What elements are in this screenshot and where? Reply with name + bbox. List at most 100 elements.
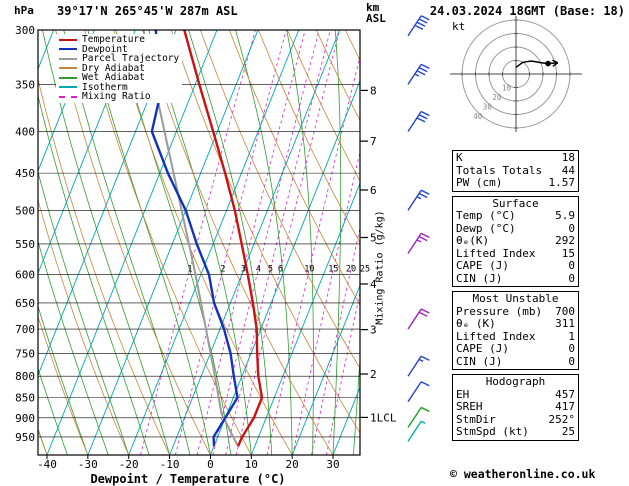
svg-text:8: 8	[370, 84, 377, 97]
legend-swatch	[59, 57, 77, 60]
stat-label: Totals Totals	[456, 163, 543, 177]
stat-row: θₑ(K) 292	[456, 234, 575, 248]
legend-item: Wet Adiabat	[59, 73, 179, 83]
stat-value: 1.57	[548, 176, 576, 189]
legend-label: Parcel Trajectory	[82, 53, 180, 64]
svg-text:2: 2	[220, 265, 225, 275]
stat-label: K	[456, 151, 463, 164]
legend-item: Parcel Trajectory	[59, 54, 179, 64]
svg-text:0: 0	[207, 458, 214, 471]
wind-barb	[407, 15, 430, 37]
pressure-axis-unit: hPa	[14, 4, 34, 17]
stat-label: Lifted Index	[456, 246, 536, 260]
stat-label: CIN (J)	[456, 271, 503, 285]
wind-barb	[407, 63, 430, 85]
svg-text:350: 350	[15, 78, 35, 91]
stat-row: Lifted Index 15	[456, 246, 575, 261]
page-title: 39°17'N 265°45'W 287m ASL	[57, 4, 238, 18]
svg-text:3: 3	[370, 324, 377, 337]
svg-text:1: 1	[187, 265, 192, 275]
stats-box: K 18 Totals Totals 44 PW (cm) 1.57	[452, 150, 579, 192]
svg-text:650: 650	[15, 297, 35, 310]
stat-label: EH	[456, 387, 470, 401]
svg-text:3: 3	[241, 265, 246, 275]
legend-item: Temperature	[59, 35, 179, 45]
stat-row: Dewp (°C) 0	[456, 221, 575, 236]
datetime-label: 24.03.2024 18GMT (Base: 18)	[429, 4, 625, 18]
wind-barb	[407, 189, 430, 211]
stat-value: 0	[568, 221, 575, 235]
stat-value: 417	[555, 400, 575, 413]
svg-text:900: 900	[15, 412, 35, 425]
legend-swatch	[59, 67, 77, 70]
chart-legend: Temperature Dewpoint Parcel Trajectory Dry …	[56, 34, 183, 103]
legend-swatch	[59, 38, 77, 41]
stat-label: CIN (J)	[456, 354, 503, 368]
legend-swatch	[59, 86, 77, 89]
svg-text:700: 700	[15, 323, 35, 336]
svg-text:750: 750	[15, 347, 35, 360]
stat-row: EH 457	[456, 387, 575, 402]
svg-text:10: 10	[502, 84, 512, 93]
stat-row: Pressure (mb) 700	[456, 304, 575, 319]
stats-panel: K 18 Totals Totals 44 PW (cm) 1.57 Surface Temp…	[452, 150, 579, 445]
stat-row: SREH 417	[456, 400, 575, 414]
stat-row: StmDir 252°	[456, 412, 576, 427]
copyright-link[interactable]: © weatheronline.co.uk	[450, 467, 596, 481]
stat-value: 252°	[548, 412, 576, 426]
stat-value: 44	[561, 163, 575, 177]
stat-label: Temp (°C)	[456, 209, 516, 222]
stats-section-title: Most Unstable	[472, 292, 559, 305]
height-axis-unit-asl: ASL	[366, 12, 386, 25]
legend-swatch	[59, 95, 77, 98]
legend-item: Mixing Ratio	[59, 92, 179, 102]
stats-section-title: Surface	[492, 196, 539, 210]
svg-text:850: 850	[15, 392, 35, 405]
stat-label: CAPE (J)	[456, 342, 509, 355]
stat-row: θₑ (K) 311	[456, 317, 575, 331]
stats-box: Most Unstable Pressure (mb) 700 θₑ (K) 311 Li…	[452, 291, 579, 370]
temp-axis-title: Dewpoint / Temperature (°C)	[90, 472, 286, 486]
wind-barb	[407, 355, 430, 377]
wind-barb	[407, 420, 426, 442]
stat-value: 5.9	[555, 209, 575, 222]
wind-barb	[407, 406, 430, 428]
stat-row: Temp (°C) 5.9	[456, 209, 575, 223]
stat-value: 15	[561, 246, 575, 260]
storm-motion-dot	[545, 60, 551, 67]
svg-text:800: 800	[15, 370, 35, 383]
stat-row: Lifted Index 1	[456, 330, 575, 344]
wind-barb	[407, 110, 430, 132]
svg-text:400: 400	[15, 126, 35, 139]
svg-text:2: 2	[370, 368, 377, 381]
legend-label: Dry Adiabat	[82, 62, 145, 74]
svg-text:5: 5	[268, 265, 273, 275]
svg-text:40: 40	[473, 112, 483, 121]
stat-value: 18	[561, 151, 575, 164]
stat-label: θₑ(K)	[456, 234, 490, 247]
stat-label: SREH	[456, 400, 483, 413]
svg-text:550: 550	[15, 238, 35, 251]
svg-text:20: 20	[492, 93, 502, 102]
stat-value: 292	[555, 234, 575, 247]
stat-value: 457	[555, 387, 575, 401]
legend-label: Wet Adiabat	[82, 72, 145, 83]
stat-row: CAPE (J) 0	[456, 259, 575, 273]
wind-barb	[407, 381, 430, 403]
stats-section-title: Hodograph	[485, 375, 546, 388]
svg-text:500: 500	[15, 204, 35, 217]
svg-text:-40: -40	[37, 458, 57, 471]
svg-text:4: 4	[256, 265, 261, 275]
stat-row: StmSpd (kt) 25	[456, 425, 575, 439]
svg-text:20: 20	[286, 458, 299, 471]
svg-text:30: 30	[483, 103, 493, 112]
stat-label: Pressure (mb)	[456, 304, 543, 318]
svg-text:-20: -20	[119, 458, 139, 471]
legend-swatch	[59, 76, 77, 79]
stat-value: 0	[568, 342, 575, 355]
mixing-ratio-axis-title: Mixing Ratio (g/kg)	[374, 210, 386, 325]
stat-row: CAPE (J) 0	[456, 342, 575, 356]
height-axis-unit-km: km	[366, 1, 380, 14]
stats-box: Surface Temp (°C) 5.9 Dewp (°C) 0 θₑ(K) 292 Lif…	[452, 195, 579, 287]
